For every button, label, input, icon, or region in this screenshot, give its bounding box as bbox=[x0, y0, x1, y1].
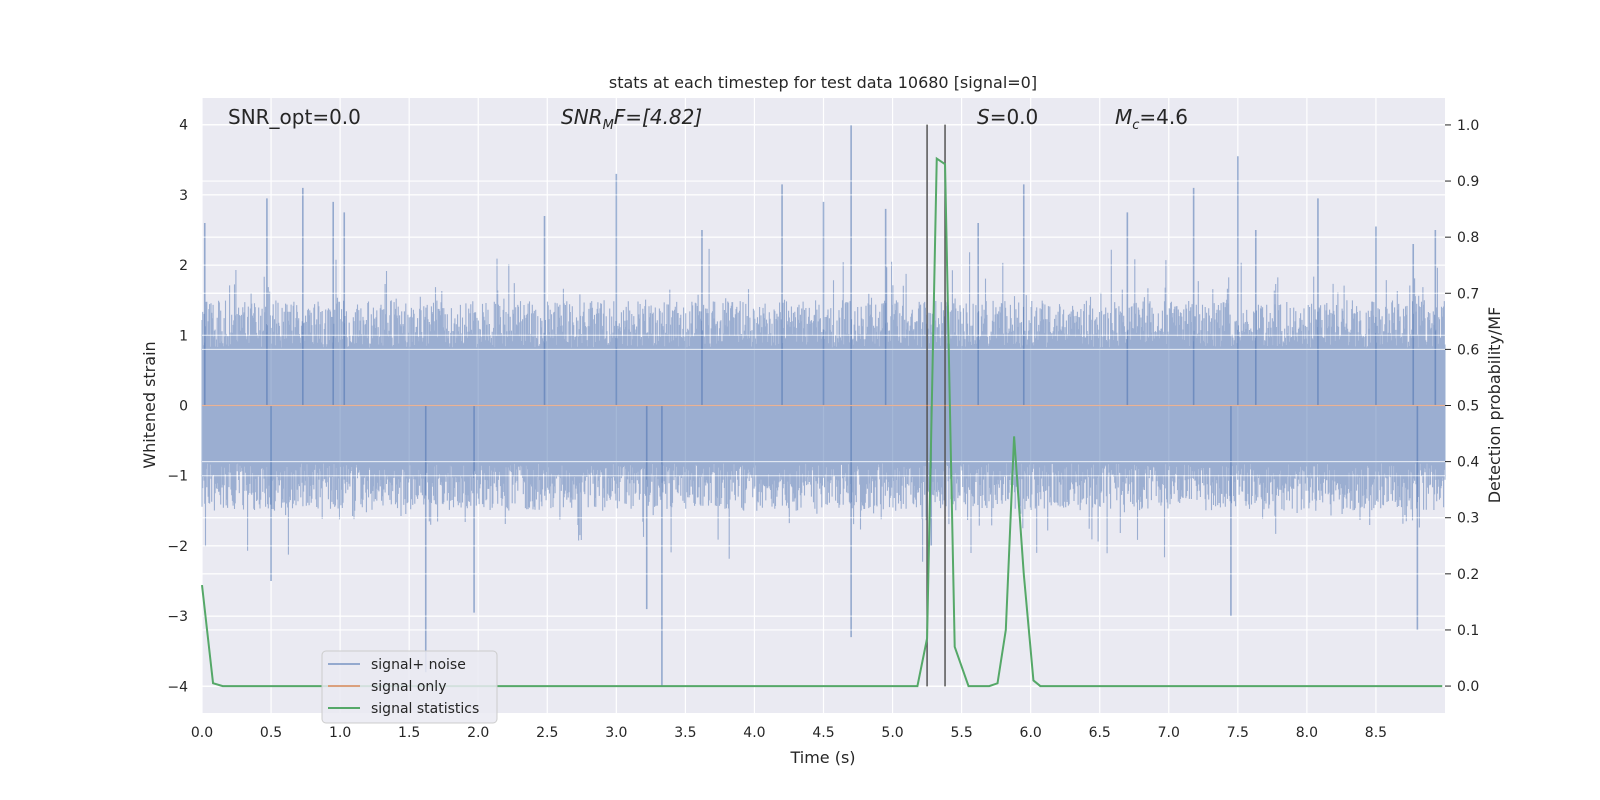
x-tick-label: 6.5 bbox=[1089, 725, 1111, 741]
y2-tick-label: 0.4 bbox=[1457, 455, 1479, 471]
x-tick-label: 0.5 bbox=[260, 725, 282, 741]
chart-title: stats at each timestep for test data 106… bbox=[609, 73, 1037, 92]
y2-tick-label: 0.6 bbox=[1457, 342, 1479, 358]
noise-trace bbox=[201, 248, 1446, 562]
y2-tick-label: 0.2 bbox=[1457, 567, 1479, 583]
y2-tick-label: 0.0 bbox=[1457, 679, 1479, 695]
x-tick-label: 7.5 bbox=[1227, 725, 1249, 741]
y-tick-label: 2 bbox=[179, 258, 188, 274]
annotation-mc-sub: c bbox=[1132, 118, 1139, 133]
y2-tick-label: 0.3 bbox=[1457, 511, 1479, 527]
x-tick-label: 3.5 bbox=[674, 725, 696, 741]
annotation-mc: Mc=4.6 bbox=[1115, 105, 1188, 133]
y-axis-label: Whitened strain bbox=[140, 341, 159, 468]
annotation-s: S=0.0 bbox=[977, 105, 1038, 129]
y2-tick-label: 0.8 bbox=[1457, 230, 1479, 246]
annotation-snr-mf-sub: M bbox=[603, 118, 614, 133]
y-tick-label: 4 bbox=[179, 118, 188, 134]
x-tick-label: 6.0 bbox=[1020, 725, 1042, 741]
y2-axis-label: Detection probability/MF bbox=[1485, 307, 1504, 504]
y2-tick-label: 0.9 bbox=[1457, 174, 1479, 190]
y2-tick-label: 0.1 bbox=[1457, 623, 1479, 639]
axis-ticks: 0.0 0.5 1.0 1.5 2.0 2.5 3.0 3.5 4.0 4.5 5.0 5.5 6.0 6… bbox=[167, 118, 1479, 741]
legend-label-noise: signal+ noise bbox=[371, 657, 466, 673]
x-tick-label: 5.5 bbox=[950, 725, 972, 741]
x-tick-label: 4.5 bbox=[812, 725, 834, 741]
annotation-snr-mf-main: SNR bbox=[561, 105, 603, 129]
y2-tick-label: 1.0 bbox=[1457, 118, 1479, 134]
x-tick-label: 5.0 bbox=[881, 725, 903, 741]
x-tick-label: 2.5 bbox=[536, 725, 558, 741]
y-tick-label: 3 bbox=[179, 188, 188, 204]
x-axis-label: Time (s) bbox=[789, 748, 855, 767]
x-tick-label: 7.0 bbox=[1158, 725, 1180, 741]
annotation-s-main: S bbox=[977, 105, 990, 129]
y-tick-label: 0 bbox=[179, 399, 188, 415]
y2-tick-label: 0.5 bbox=[1457, 399, 1479, 415]
y-tick-label: −2 bbox=[167, 539, 188, 555]
x-tick-label: 2.0 bbox=[467, 725, 489, 741]
y-tick-label: −1 bbox=[167, 469, 188, 485]
x-tick-label: 3.0 bbox=[605, 725, 627, 741]
x-tick-label: 8.0 bbox=[1296, 725, 1318, 741]
y-tick-label: −4 bbox=[167, 679, 188, 695]
x-tick-label: 0.0 bbox=[191, 725, 213, 741]
legend: signal+ noise signal only signal statist… bbox=[321, 650, 498, 724]
x-tick-label: 1.5 bbox=[398, 725, 420, 741]
x-tick-label: 4.0 bbox=[743, 725, 765, 741]
annotation-snr-opt: SNR_opt=0.0 bbox=[228, 105, 361, 129]
legend-box bbox=[321, 650, 498, 724]
y-tick-label: −3 bbox=[167, 609, 188, 625]
annotation-s-rest: =0.0 bbox=[990, 105, 1039, 129]
y-tick-label: 1 bbox=[179, 328, 188, 344]
legend-label-signal-only: signal only bbox=[371, 679, 446, 695]
y2-tick-label: 0.7 bbox=[1457, 286, 1479, 302]
annotation-mc-main: M bbox=[1115, 105, 1132, 129]
annotation-snr-mf-rest: F=[4.82] bbox=[614, 105, 702, 129]
x-tick-label: 8.5 bbox=[1365, 725, 1387, 741]
grid-overlay bbox=[202, 124, 1445, 687]
annotation-snr-mf: SNRMF=[4.82] bbox=[561, 105, 702, 133]
noise-series bbox=[201, 124, 1446, 687]
legend-label-statistics: signal statistics bbox=[371, 701, 479, 717]
annotation-mc-rest: =4.6 bbox=[1139, 105, 1188, 129]
x-tick-label: 1.0 bbox=[329, 725, 351, 741]
